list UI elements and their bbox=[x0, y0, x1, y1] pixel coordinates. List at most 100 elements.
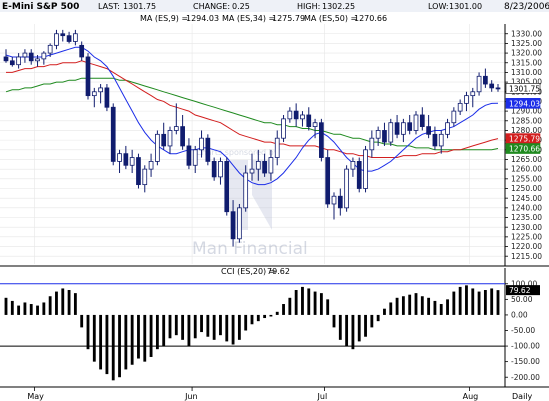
candle-body bbox=[110, 106, 116, 162]
cci-bar bbox=[193, 314, 197, 339]
cci-bar bbox=[483, 290, 487, 315]
cci-bar bbox=[439, 304, 443, 315]
candle-body bbox=[205, 137, 211, 162]
last-price-tag-text: 1301.75 bbox=[509, 84, 540, 93]
price-panel bbox=[0, 24, 505, 264]
candle-body bbox=[66, 35, 72, 42]
cci-bar bbox=[137, 314, 140, 359]
candle-body bbox=[470, 91, 476, 97]
candle-body bbox=[136, 157, 141, 186]
cci-bar bbox=[465, 285, 468, 315]
candle-body bbox=[73, 33, 78, 42]
cci-bar bbox=[36, 305, 39, 315]
candle-body bbox=[464, 95, 469, 104]
cci-tick-label: 100.00 bbox=[511, 279, 537, 288]
candle-body bbox=[451, 110, 457, 124]
candle-body bbox=[268, 157, 274, 174]
cci-bar bbox=[86, 314, 90, 350]
cci-bar bbox=[389, 302, 393, 315]
candle-body bbox=[123, 153, 129, 166]
candle-body bbox=[325, 157, 331, 205]
candle-body bbox=[22, 52, 28, 58]
candle-body bbox=[331, 195, 337, 205]
cci-bar bbox=[446, 299, 449, 315]
cci-bar bbox=[364, 314, 367, 337]
price-tick-label: 1290.00 bbox=[511, 107, 542, 116]
price-tick-label: 1315.00 bbox=[511, 58, 542, 67]
candle-body bbox=[476, 75, 482, 93]
periodicity-label: Daily bbox=[512, 392, 533, 401]
time-tick-label: Aug bbox=[463, 392, 479, 401]
price-tick-label: 1220.00 bbox=[511, 242, 542, 251]
price-tick-label: 1280.00 bbox=[511, 126, 542, 135]
time-tick-label: Jul bbox=[317, 392, 328, 401]
cci-bar bbox=[168, 314, 172, 339]
cci-bar bbox=[143, 314, 147, 362]
ma34-price-tag-text: 1275.79 bbox=[509, 135, 540, 144]
watermark-brand-text: Man Financial bbox=[192, 239, 308, 259]
cci-bar bbox=[250, 314, 254, 325]
ma9-legend-label: MA (ES,9) = bbox=[140, 14, 188, 23]
candle-body bbox=[375, 130, 381, 139]
candle-body bbox=[382, 130, 387, 143]
cci-bars bbox=[4, 285, 500, 381]
candle-body bbox=[161, 133, 167, 147]
cci-grid bbox=[0, 268, 506, 387]
candle-body bbox=[249, 168, 255, 174]
price-tick-label: 1250.00 bbox=[511, 184, 542, 193]
candle-body bbox=[91, 91, 97, 97]
candle-body bbox=[211, 161, 217, 178]
candlesticks bbox=[3, 29, 501, 247]
candle-body bbox=[224, 161, 230, 213]
cci-bar bbox=[118, 314, 121, 378]
cci-bar bbox=[219, 314, 222, 336]
cci-tag-box bbox=[506, 285, 540, 296]
low-value: 1301.00 bbox=[449, 2, 482, 11]
candle-body bbox=[28, 52, 34, 62]
cci-bar bbox=[319, 293, 323, 315]
change-label: CHANGE: bbox=[193, 2, 230, 11]
cci-bar bbox=[414, 293, 418, 315]
candle-body bbox=[85, 56, 91, 97]
cci-bar bbox=[275, 311, 279, 315]
candle-body bbox=[274, 137, 280, 158]
price-tick-label: 1305.00 bbox=[511, 78, 542, 87]
cci-bar bbox=[383, 308, 386, 315]
candle-body bbox=[344, 168, 349, 209]
cci-bar bbox=[92, 314, 96, 362]
candle-body bbox=[483, 75, 488, 85]
cci-bar bbox=[263, 314, 267, 319]
candle-body bbox=[287, 110, 293, 120]
cci-bar bbox=[4, 297, 8, 315]
cci-bar bbox=[408, 294, 412, 315]
cci-bar bbox=[326, 299, 330, 315]
cci-bar bbox=[256, 314, 260, 322]
candle-body bbox=[54, 33, 59, 46]
candle-body bbox=[419, 114, 425, 127]
cci-bar bbox=[244, 314, 248, 331]
last-label: LAST: bbox=[98, 2, 120, 11]
cci-bar bbox=[17, 305, 21, 315]
cci-bar bbox=[29, 304, 33, 315]
candle-body bbox=[388, 122, 394, 143]
cci-bar bbox=[155, 314, 159, 350]
price-tick-label: 1230.00 bbox=[511, 223, 542, 232]
cci-tick-label: -150.00 bbox=[511, 357, 540, 366]
cci-bar bbox=[420, 296, 424, 315]
cci-bar bbox=[496, 290, 500, 315]
cci-bar bbox=[351, 314, 355, 350]
last-value: 1301.75 bbox=[123, 2, 156, 11]
candle-body bbox=[445, 122, 450, 135]
cci-bar bbox=[452, 291, 456, 315]
cci-bar bbox=[181, 314, 185, 340]
candle-body bbox=[438, 133, 444, 147]
cci-tick-label: -50.00 bbox=[511, 326, 535, 335]
candle-body bbox=[363, 149, 368, 189]
candle-body bbox=[306, 114, 312, 127]
cci-bar bbox=[61, 288, 65, 315]
cci-bar bbox=[42, 302, 46, 315]
candle-body bbox=[117, 153, 122, 162]
price-tick-label: 1325.00 bbox=[511, 39, 542, 48]
